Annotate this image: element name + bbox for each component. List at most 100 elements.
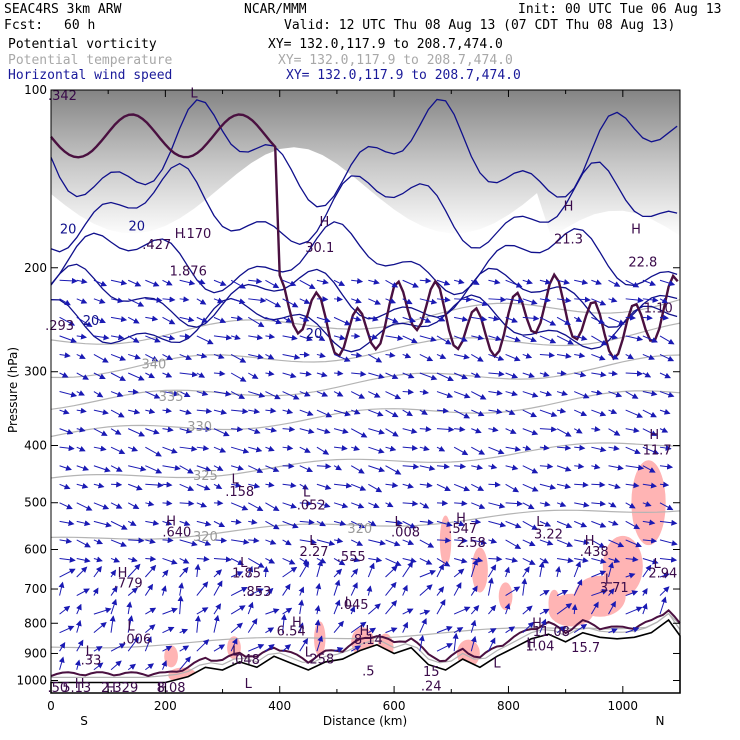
wind-vector: [93, 372, 106, 379]
wind-vector: [144, 636, 152, 652]
wind-speed-label: 20: [306, 327, 323, 342]
extremum-label: 1.876: [170, 264, 207, 279]
wind-vector: [419, 426, 432, 433]
wind-vector: [470, 635, 477, 652]
wind-vector: [315, 582, 322, 596]
wind-vector: [419, 298, 438, 305]
y-tick-label: 100: [24, 83, 47, 97]
wind-vector: [505, 297, 525, 304]
wind-vector: [282, 391, 300, 400]
wind-vector: [539, 371, 550, 378]
extremum-label: .779: [114, 577, 143, 592]
wind-vector: [539, 539, 554, 546]
wind-vector: [505, 483, 520, 493]
wind-vector: [333, 279, 346, 286]
wind-vector: [333, 464, 342, 471]
wind-vector: [574, 391, 590, 399]
wind-vector: [608, 557, 621, 564]
wind-vector: [488, 502, 506, 509]
wind-vector: [179, 353, 193, 361]
wind-vector: [76, 566, 88, 578]
plot-frame: [50, 89, 681, 694]
extremum-label: 15.7: [571, 641, 600, 656]
extremum-label: .052: [297, 498, 326, 513]
wind-vector: [368, 372, 385, 379]
x-tick-label: 600: [383, 699, 406, 713]
wind-vector: [145, 538, 156, 545]
wind-vector: [127, 428, 146, 437]
wind-vector: [299, 465, 314, 473]
wind-vector: [316, 335, 326, 342]
wind-vector: [76, 390, 85, 396]
wind-vector: [522, 372, 535, 379]
wind-vector: [299, 428, 315, 434]
wind-vector: [299, 298, 311, 304]
wind-vector: [127, 587, 138, 596]
wind-vector: [608, 428, 621, 436]
wind-vector: [591, 500, 606, 507]
wind-vector: [574, 296, 591, 303]
wind-vector: [110, 465, 123, 472]
wind-vector: [316, 409, 333, 418]
wind-vector: [145, 428, 160, 435]
wind-vector: [248, 408, 261, 415]
wind-vector: [316, 391, 329, 397]
wind-vector: [248, 502, 264, 511]
wind-vector: [127, 335, 140, 343]
wind-vector: [385, 519, 403, 526]
wind-vector: [351, 408, 361, 415]
wind-vector: [385, 465, 402, 475]
wind-vector: [282, 520, 299, 529]
pink-shade: [548, 593, 595, 627]
wind-vector: [539, 500, 551, 507]
wind-vector: [539, 557, 549, 564]
wind-vector: [471, 539, 488, 546]
wind-vector: [93, 298, 106, 304]
wind-vector: [556, 407, 567, 414]
wind-vector: [608, 296, 618, 303]
wind-vector: [453, 446, 469, 456]
wind-vector: [608, 588, 615, 596]
valid-time: Valid: 12 UTC Thu 08 Aug 13 (07 CDT Thu …: [284, 18, 676, 33]
wind-vector: [59, 391, 78, 398]
wind-vector: [230, 622, 243, 634]
extremum-label: L: [232, 645, 240, 660]
wind-vector: [505, 500, 523, 507]
wind-vector: [196, 316, 209, 323]
extremum-label: H: [359, 624, 369, 639]
wind-vector: [177, 595, 184, 615]
wind-vector: [179, 656, 191, 671]
wind-vector: [642, 314, 653, 321]
wind-vector: [162, 372, 173, 378]
wind-vector: [505, 586, 521, 596]
wind-vector: [385, 627, 398, 634]
extremum-label: H: [292, 615, 302, 630]
wind-vector: [162, 557, 178, 565]
wind-vector: [608, 628, 618, 634]
wind-vector: [488, 604, 497, 615]
wind-vector: [436, 563, 444, 578]
wind-vector: [591, 557, 607, 564]
wind-vector: [574, 409, 588, 417]
wind-vector: [522, 502, 535, 510]
wind-vector: [419, 482, 433, 489]
wind-vector: [145, 354, 159, 362]
wind-vector: [110, 316, 128, 323]
wind-vector: [299, 391, 311, 397]
wind-vector: [248, 482, 261, 489]
wind-vector: [608, 520, 619, 526]
wind-vector: [488, 335, 502, 342]
wind-vector: [162, 645, 173, 652]
wind-vector: [488, 278, 501, 285]
wind-vector: [333, 334, 346, 341]
wind-vector: [110, 643, 126, 652]
wind-vector: [625, 606, 643, 615]
wind-vector: [556, 520, 573, 529]
wind-vector: [625, 409, 644, 418]
wind-vector: [298, 622, 305, 633]
field-name-pv: Potential vorticity: [8, 37, 157, 52]
wind-vector: [265, 353, 275, 360]
wind-vector: [556, 297, 572, 304]
extremum-label: .293: [45, 319, 74, 334]
wind-vector: [402, 409, 413, 417]
